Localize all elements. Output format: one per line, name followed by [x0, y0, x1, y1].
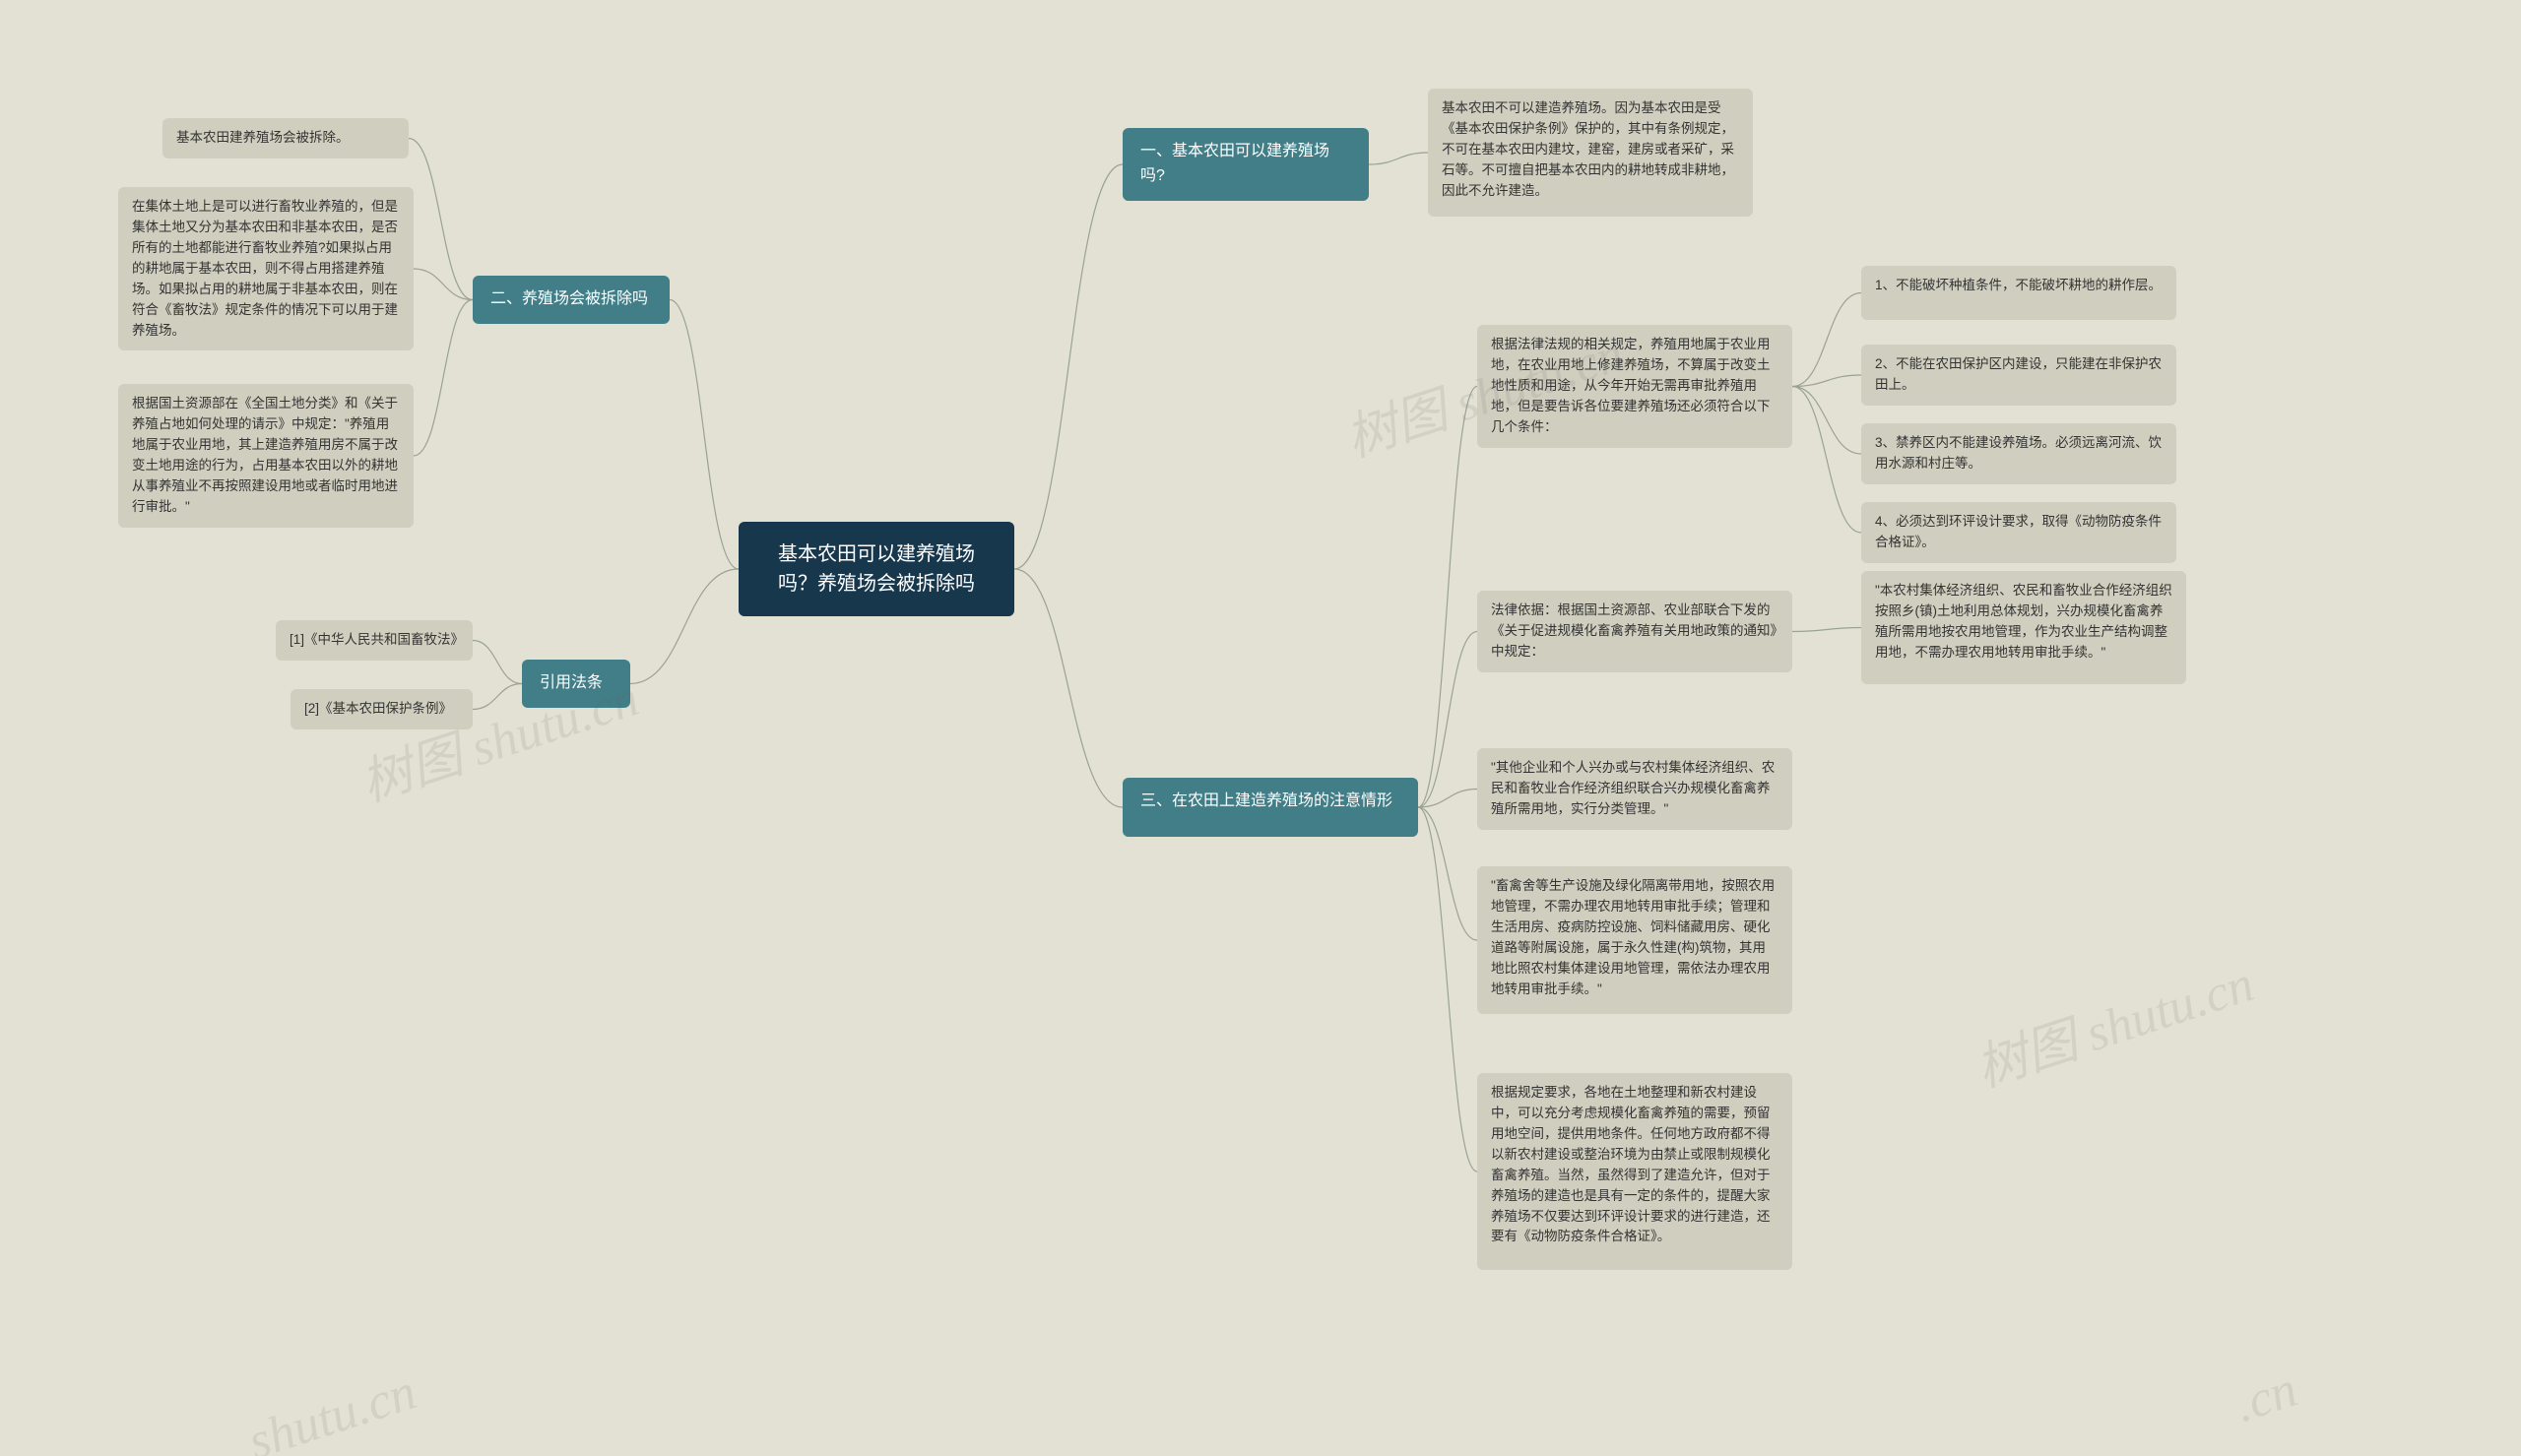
leaf-b3-2-c1: "本农村集体经济组织、农民和畜牧业合作经济组织按照乡(镇)土地利用总体规划，兴办…: [1861, 571, 2186, 684]
leaf-b3-4: "畜禽舍等生产设施及绿化隔离带用地，按照农用地管理，不需办理农用地转用审批手续；…: [1477, 866, 1792, 1014]
leaf-b2-3: 根据国土资源部在《全国土地分类》和《关于养殖占地如何处理的请示》中规定："养殖用…: [118, 384, 414, 528]
leaf-b1-1: 基本农田不可以建造养殖场。因为基本农田是受《基本农田保护条例》保护的，其中有条例…: [1428, 89, 1753, 217]
leaf-b3-1-c1: 1、不能破坏种植条件，不能破坏耕地的耕作层。: [1861, 266, 2176, 320]
branch-section-3: 三、在农田上建造养殖场的注意情形: [1123, 778, 1418, 837]
leaf-b2-2: 在集体土地上是可以进行畜牧业养殖的，但是集体土地又分为基本农田和非基本农田，是否…: [118, 187, 414, 350]
leaf-b3-1: 根据法律法规的相关规定，养殖用地属于农业用地，在农业用地上修建养殖场，不算属于改…: [1477, 325, 1792, 448]
leaf-b3-3: "其他企业和个人兴办或与农村集体经济组织、农民和畜牧业合作经济组织联合兴办规模化…: [1477, 748, 1792, 830]
branch-references: 引用法条: [522, 660, 630, 708]
leaf-b2-1: 基本农田建养殖场会被拆除。: [162, 118, 409, 158]
watermark-text: .cn: [2228, 1361, 2303, 1434]
watermark-text: shutu.cn: [241, 1362, 422, 1456]
watermark-text: 树图 shutu.cn: [1966, 942, 2262, 1101]
leaf-b3-5: 根据规定要求，各地在土地整理和新农村建设中，可以充分考虑规模化畜禽养殖的需要，预…: [1477, 1073, 1792, 1270]
leaf-b3-1-c2: 2、不能在农田保护区内建设，只能建在非保护农田上。: [1861, 345, 2176, 406]
branch-section-1: 一、基本农田可以建养殖场吗?: [1123, 128, 1369, 201]
leaf-b3-1-c3: 3、禁养区内不能建设养殖场。必须远离河流、饮用水源和村庄等。: [1861, 423, 2176, 484]
leaf-ref-2: [2]《基本农田保护条例》: [291, 689, 473, 729]
mindmap-root: 基本农田可以建养殖场吗？养殖场会被拆除吗: [739, 522, 1014, 616]
leaf-ref-1: [1]《中华人民共和国畜牧法》: [276, 620, 473, 661]
branch-section-2: 二、养殖场会被拆除吗: [473, 276, 670, 324]
leaf-b3-2: 法律依据：根据国土资源部、农业部联合下发的《关于促进规模化畜禽养殖有关用地政策的…: [1477, 591, 1792, 672]
leaf-b3-1-c4: 4、必须达到环评设计要求，取得《动物防疫条件合格证》。: [1861, 502, 2176, 563]
